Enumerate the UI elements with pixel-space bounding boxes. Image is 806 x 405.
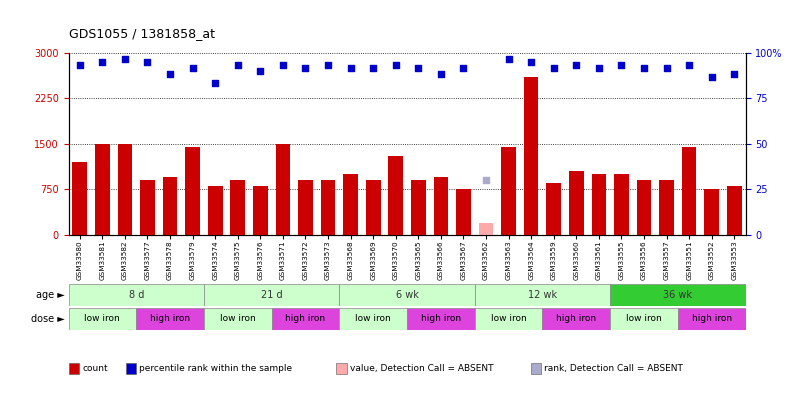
Bar xyxy=(475,284,610,306)
Bar xyxy=(321,180,335,235)
Bar xyxy=(727,186,742,235)
Point xyxy=(367,64,380,71)
Bar xyxy=(456,190,471,235)
Point xyxy=(570,62,583,68)
Bar xyxy=(339,284,475,306)
Bar xyxy=(231,180,245,235)
Point xyxy=(480,177,492,183)
Text: low iron: low iron xyxy=(355,314,391,324)
Point xyxy=(705,74,718,80)
Bar xyxy=(411,180,426,235)
Text: percentile rank within the sample: percentile rank within the sample xyxy=(139,364,293,373)
Text: high iron: high iron xyxy=(692,314,732,324)
Bar xyxy=(366,180,380,235)
Point xyxy=(592,64,605,71)
Point xyxy=(638,64,650,71)
Point xyxy=(276,62,289,68)
Point xyxy=(299,64,312,71)
Bar xyxy=(272,308,339,330)
Text: 6 wk: 6 wk xyxy=(396,290,418,300)
Point xyxy=(164,71,177,77)
Bar xyxy=(343,174,358,235)
Point xyxy=(683,62,696,68)
Point xyxy=(344,64,357,71)
Point xyxy=(412,64,425,71)
Text: low iron: low iron xyxy=(85,314,120,324)
Bar xyxy=(136,308,204,330)
Text: dose ►: dose ► xyxy=(31,314,64,324)
Bar xyxy=(610,308,678,330)
Point xyxy=(254,68,267,74)
Point xyxy=(186,64,199,71)
Text: value, Detection Call = ABSENT: value, Detection Call = ABSENT xyxy=(350,364,493,373)
Text: high iron: high iron xyxy=(421,314,461,324)
Bar xyxy=(678,308,746,330)
Bar xyxy=(339,308,407,330)
Bar xyxy=(610,284,746,306)
Bar xyxy=(524,77,538,235)
Bar xyxy=(592,174,606,235)
Point xyxy=(434,71,447,77)
Bar xyxy=(163,177,177,235)
Bar xyxy=(208,186,222,235)
Bar xyxy=(204,284,339,306)
Point xyxy=(73,62,86,68)
Bar xyxy=(704,190,719,235)
Bar xyxy=(407,308,475,330)
Point xyxy=(118,55,131,62)
Bar xyxy=(637,180,651,235)
Text: 12 wk: 12 wk xyxy=(528,290,557,300)
Point xyxy=(141,58,154,65)
Text: rank, Detection Call = ABSENT: rank, Detection Call = ABSENT xyxy=(544,364,683,373)
Text: 21 d: 21 d xyxy=(261,290,282,300)
Text: GDS1055 / 1381858_at: GDS1055 / 1381858_at xyxy=(69,28,214,40)
Point xyxy=(96,58,109,65)
Bar xyxy=(434,177,448,235)
Text: age ►: age ► xyxy=(35,290,64,300)
Bar xyxy=(140,180,155,235)
Bar xyxy=(69,284,204,306)
Bar xyxy=(185,147,200,235)
Point xyxy=(322,62,334,68)
Text: high iron: high iron xyxy=(556,314,596,324)
Bar xyxy=(659,180,674,235)
Bar xyxy=(73,162,87,235)
Text: low iron: low iron xyxy=(626,314,662,324)
Bar xyxy=(542,308,610,330)
Point xyxy=(615,62,628,68)
Bar xyxy=(298,180,313,235)
Bar xyxy=(682,147,696,235)
Bar xyxy=(118,144,132,235)
Bar xyxy=(204,308,272,330)
Bar xyxy=(253,186,268,235)
Bar xyxy=(475,308,542,330)
Text: low iron: low iron xyxy=(491,314,526,324)
Bar xyxy=(69,308,136,330)
Point xyxy=(547,64,560,71)
Point xyxy=(525,58,538,65)
Bar xyxy=(95,144,110,235)
Bar xyxy=(546,183,561,235)
Point xyxy=(660,64,673,71)
Text: low iron: low iron xyxy=(220,314,256,324)
Bar xyxy=(614,174,629,235)
Point xyxy=(209,80,222,86)
Text: count: count xyxy=(82,364,108,373)
Bar xyxy=(501,147,516,235)
Point xyxy=(728,71,741,77)
Text: 36 wk: 36 wk xyxy=(663,290,692,300)
Point xyxy=(389,62,402,68)
Text: 8 d: 8 d xyxy=(128,290,144,300)
Point xyxy=(457,64,470,71)
Bar xyxy=(276,144,290,235)
Bar xyxy=(388,156,403,235)
Text: high iron: high iron xyxy=(285,314,326,324)
Bar xyxy=(479,223,493,235)
Text: high iron: high iron xyxy=(150,314,190,324)
Point xyxy=(231,62,244,68)
Point xyxy=(502,55,515,62)
Bar xyxy=(569,171,584,235)
